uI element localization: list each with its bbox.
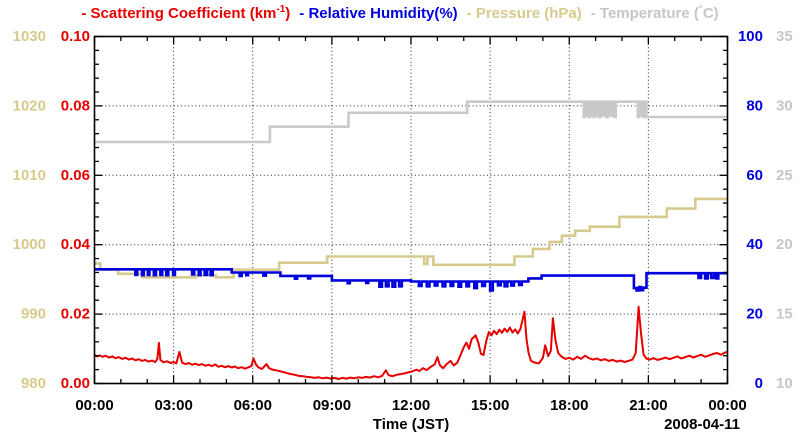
date-label: 2008-04-11 [664, 416, 740, 433]
legend-label-pressure: Pressure (hPa) [475, 5, 582, 22]
xtick-label: 15:00 [471, 397, 509, 414]
xtick-label: 03:00 [154, 397, 192, 414]
ytick-label-scattering: 0.02 [61, 306, 90, 323]
legend-sup-scattering: -1 [276, 4, 286, 15]
xtick-label: 18:00 [550, 397, 588, 414]
ytick-label-humidity: 40 [746, 236, 763, 253]
ytick-label-temperature: 35 [776, 28, 793, 45]
ytick-label-temperature: 30 [776, 97, 793, 114]
ytick-label-scattering: 0.08 [61, 97, 90, 114]
ytick-label-temperature: 15 [776, 306, 793, 323]
legend-item-pressure: - Pressure (hPa) [467, 5, 582, 22]
ytick-label-scattering: 0.00 [61, 375, 90, 392]
ytick-label-scattering: 0.06 [61, 167, 90, 184]
ytick-label-temperature: 10 [776, 375, 793, 392]
legend-item-scattering: - Scattering Coefficient (km-1) [81, 4, 291, 23]
ytick-label-humidity: 100 [738, 28, 763, 45]
legend-sup-temperature: ° [698, 4, 703, 15]
legend-item-temperature: - Temperature (°C) [590, 4, 719, 23]
legend-dash-scattering: - [81, 5, 87, 22]
ytick-label-humidity: 0 [755, 375, 763, 392]
ytick-label-humidity: 60 [746, 167, 763, 184]
legend-item-humidity: - Relative Humidity(%) [299, 5, 457, 22]
legend-label-scattering-close: ) [285, 5, 291, 22]
xtick-label: 21:00 [629, 397, 667, 414]
series-relative-humidity [94, 268, 728, 292]
legend-label-temperature: Temperature ( [599, 5, 699, 22]
xtick-label: 09:00 [313, 397, 351, 414]
legend-dash-humidity: - [299, 5, 305, 22]
ytick-label-humidity: 20 [746, 306, 763, 323]
series-pressure [94, 197, 728, 279]
xtick-label: 12:00 [392, 397, 430, 414]
legend-dash-pressure: - [466, 5, 472, 22]
ytick-label-pressure: 1030 [13, 28, 46, 45]
legend-label-humidity: Relative Humidity(%) [308, 5, 458, 22]
ytick-label-scattering: 0.04 [61, 236, 91, 253]
series-scattering-coefficient [93, 305, 729, 380]
legend-label-scattering: Scattering Coefficient (km [90, 5, 277, 22]
ytick-label-pressure: 980 [21, 375, 46, 392]
legend-dash-temperature: - [590, 5, 596, 22]
chart-title: - Scattering Coefficient (km-1) - Relati… [0, 4, 800, 23]
ytick-label-pressure: 1010 [13, 167, 46, 184]
ytick-label-pressure: 1000 [13, 236, 46, 253]
xtick-label: 00:00 [75, 397, 113, 414]
ytick-label-pressure: 1020 [13, 97, 46, 114]
ytick-label-humidity: 80 [746, 97, 763, 114]
xtick-label: 06:00 [234, 397, 272, 414]
ytick-label-scattering: 0.10 [61, 28, 90, 45]
ytick-label-temperature: 25 [776, 167, 793, 184]
x-axis-title: Time (JST) [373, 416, 449, 433]
ytick-label-temperature: 20 [776, 236, 793, 253]
legend-label-temperature-close: C) [702, 5, 719, 22]
ytick-label-pressure: 990 [21, 306, 46, 323]
series-temperature [94, 100, 728, 144]
xtick-label: 00:00 [708, 397, 746, 414]
